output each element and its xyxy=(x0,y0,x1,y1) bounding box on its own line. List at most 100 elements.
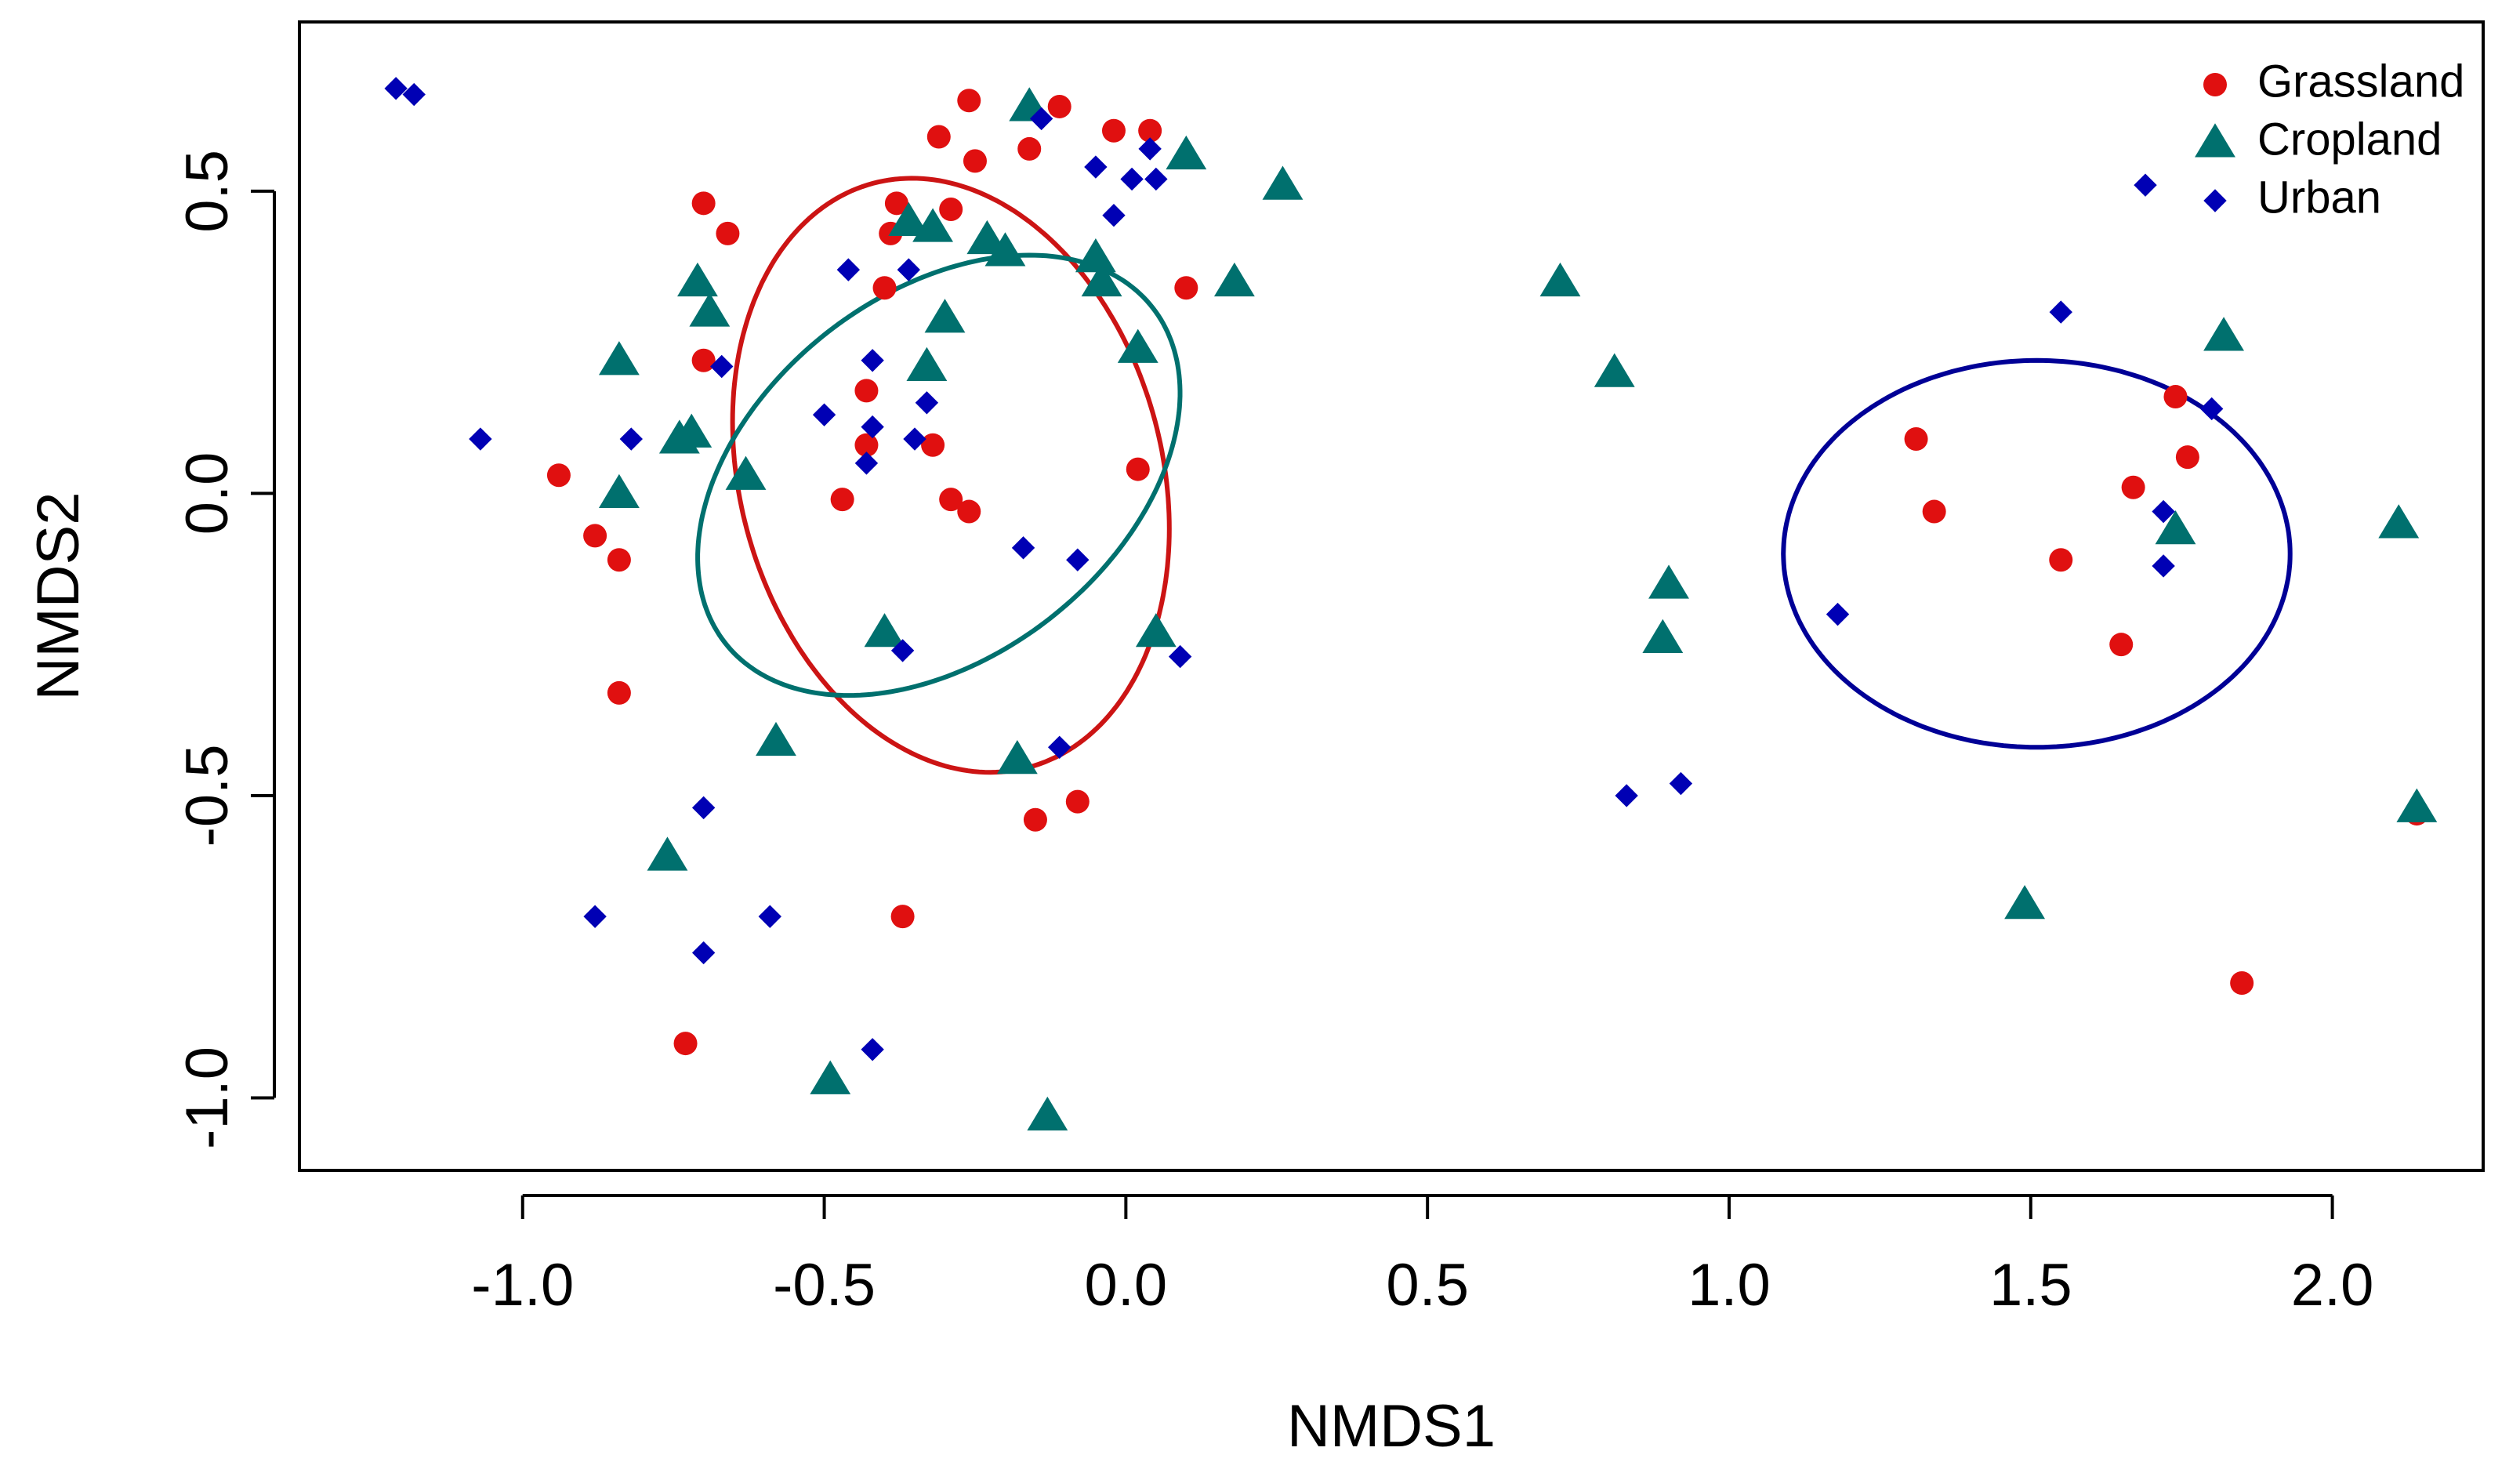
data-point-urban xyxy=(691,796,716,820)
data-point-cropland xyxy=(658,419,700,454)
ellipse-cropland xyxy=(695,252,1183,698)
data-point-urban xyxy=(1102,204,1126,227)
data-point-grassland xyxy=(583,524,607,548)
points-layer xyxy=(384,77,2438,1131)
data-point-cropland xyxy=(906,346,948,382)
data-point-cropland xyxy=(888,201,930,236)
data-point-urban xyxy=(1669,771,1693,796)
x-tick-label: 1.5 xyxy=(1989,1252,2072,1319)
data-point-urban xyxy=(861,349,884,372)
data-point-urban xyxy=(710,354,734,379)
data-point-grassland xyxy=(2121,475,2145,499)
data-point-grassland xyxy=(2230,970,2254,995)
series-urban xyxy=(384,77,2224,1061)
data-point-grassland xyxy=(830,488,854,512)
data-point-grassland xyxy=(1904,427,1928,452)
x-tick-label: -1.0 xyxy=(471,1252,574,1319)
data-point-urban xyxy=(903,427,926,451)
x-tick-label: 0.0 xyxy=(1085,1252,1168,1319)
data-point-grassland xyxy=(1023,807,1047,832)
legend-label-urban: Urban xyxy=(2257,172,2381,223)
data-point-urban xyxy=(619,427,643,451)
data-point-grassland xyxy=(926,125,951,149)
data-point-cropland xyxy=(1594,353,1635,387)
data-point-cropland xyxy=(1642,619,1684,653)
data-point-cropland xyxy=(1081,262,1122,297)
y-tick-label: -0.5 xyxy=(174,744,241,847)
data-point-grassland xyxy=(939,198,963,222)
data-point-cropland xyxy=(1213,262,1255,297)
data-point-urban xyxy=(384,77,408,100)
data-point-grassland xyxy=(939,488,963,512)
data-point-cropland xyxy=(2378,504,2420,539)
data-point-cropland xyxy=(996,739,1038,775)
ellipses-layer xyxy=(695,176,2293,775)
data-point-cropland xyxy=(647,836,688,871)
data-point-grassland xyxy=(2163,385,2188,409)
data-point-cropland xyxy=(1135,613,1177,648)
data-point-grassland xyxy=(1126,457,1150,481)
data-point-urban xyxy=(2134,173,2157,197)
y-axis-title: NMDS2 xyxy=(25,492,92,700)
y-tick-label: -1.0 xyxy=(174,1047,241,1149)
data-point-cropland xyxy=(2203,317,2245,351)
legend-marker-urban xyxy=(2203,189,2227,212)
legend-marker-grassland xyxy=(2203,73,2227,96)
data-point-urban xyxy=(1120,167,1144,191)
plot-frame xyxy=(298,20,2485,1172)
data-point-grassland xyxy=(2175,445,2199,470)
data-point-urban xyxy=(402,82,426,107)
data-point-cropland xyxy=(677,262,718,297)
data-point-urban xyxy=(1144,167,1168,191)
y-axis: -1.0 -0.5 0.0 0.5 xyxy=(174,150,276,1149)
data-point-grassland xyxy=(607,680,631,705)
data-point-grassland xyxy=(1065,789,1090,814)
data-point-urban xyxy=(2152,554,2175,578)
data-point-cropland xyxy=(689,292,731,327)
data-point-grassland xyxy=(854,433,879,457)
data-point-cropland xyxy=(1117,328,1158,363)
data-point-cropland xyxy=(1539,262,1581,297)
data-point-grassland xyxy=(890,905,915,929)
data-point-urban xyxy=(1138,137,1162,161)
x-axis: -1.0 -0.5 0.0 0.5 1.0 1.5 2.0 xyxy=(471,1194,2373,1319)
data-point-cropland xyxy=(1648,564,1689,599)
data-point-cropland xyxy=(924,299,966,333)
x-axis-title: NMDS1 xyxy=(1287,1393,1496,1460)
series-cropland xyxy=(598,87,2438,1131)
data-point-urban xyxy=(1826,602,1850,626)
data-point-urban xyxy=(1048,735,1071,759)
data-point-urban xyxy=(583,905,607,928)
data-point-grassland xyxy=(963,149,987,173)
data-point-urban xyxy=(861,1038,884,1061)
data-point-grassland xyxy=(957,89,981,113)
data-point-grassland xyxy=(607,548,631,572)
data-point-grassland xyxy=(872,276,897,300)
data-point-grassland xyxy=(921,433,945,457)
data-point-grassland xyxy=(1047,94,1071,118)
data-point-cropland xyxy=(1166,135,1207,170)
data-point-urban xyxy=(2152,499,2175,524)
data-point-grassland xyxy=(716,221,740,245)
data-point-urban xyxy=(854,452,879,475)
data-point-grassland xyxy=(884,191,908,216)
data-point-urban xyxy=(469,427,492,451)
data-point-cropland xyxy=(810,1060,851,1094)
data-point-cropland xyxy=(2396,788,2438,822)
legend: Grassland Cropland Urban xyxy=(2195,56,2464,223)
data-point-grassland xyxy=(1017,136,1042,161)
data-point-grassland xyxy=(691,348,716,372)
data-point-grassland xyxy=(546,463,571,488)
data-point-urban xyxy=(915,391,939,415)
data-point-grassland xyxy=(957,499,981,524)
data-point-urban xyxy=(1084,155,1108,179)
data-point-urban xyxy=(1029,107,1053,131)
data-point-urban xyxy=(758,905,781,928)
data-point-urban xyxy=(861,415,884,439)
x-tick-label: 1.0 xyxy=(1688,1252,1771,1319)
y-tick-label: 0.5 xyxy=(174,150,241,233)
data-point-grassland xyxy=(1922,499,1946,524)
y-tick-label: 0.0 xyxy=(174,452,241,535)
